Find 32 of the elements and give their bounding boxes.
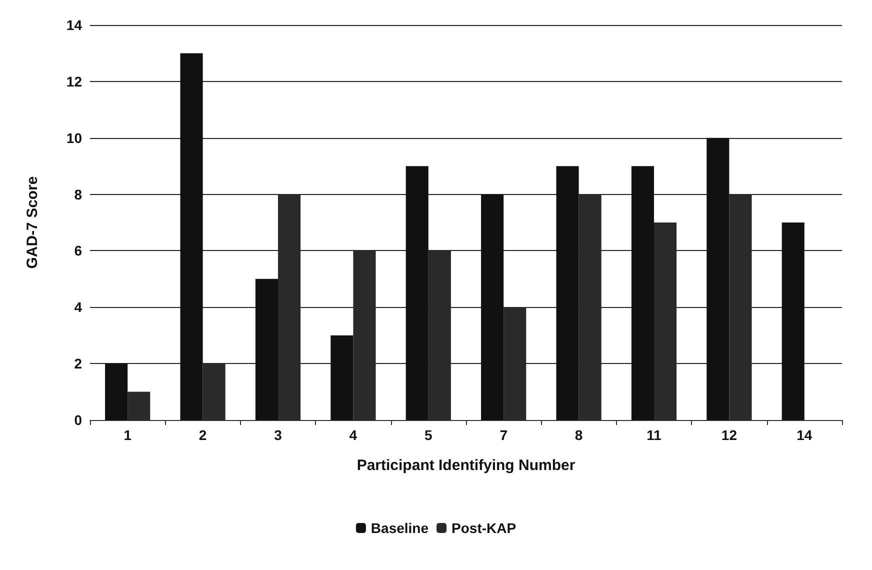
y-tick-label: 6 [74,242,82,259]
y-tick-label: 12 [66,73,82,90]
x-tick-label: 5 [424,427,432,443]
x-tick-label: 1 [124,427,132,443]
bar [105,364,128,420]
bar [631,166,654,420]
legend-label: Post-KAP [452,520,516,536]
y-tick-label: 14 [66,17,82,33]
y-tick-label: 4 [74,299,82,316]
y-axis-title: GAD-7 Score [24,176,41,269]
bar [330,335,354,420]
y-tick-label: 8 [74,186,82,202]
x-tick-label: 4 [349,427,358,443]
x-tick-label: 7 [500,427,508,443]
legend-label: Baseline [370,520,429,536]
x-tick-label: 11 [646,427,662,443]
x-axis-title: Participant Identifying Number [356,457,576,474]
bar [180,53,203,420]
bar [481,194,504,420]
x-tick-label: 8 [574,427,583,443]
bar [406,166,428,420]
y-tick-label: 10 [66,130,82,146]
x-tick-label: 2 [198,427,207,443]
x-tick-label: 3 [274,427,282,443]
bar [782,222,804,420]
bar [706,138,730,420]
x-tick-label: 12 [721,427,738,443]
y-tick-label: 2 [74,356,82,372]
y-tick-label: 0 [74,412,82,428]
x-tick-label: 14 [796,427,812,443]
bar [255,278,278,420]
bar [556,166,579,420]
